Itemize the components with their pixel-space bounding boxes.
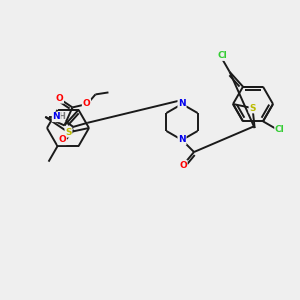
Text: H: H	[58, 112, 65, 122]
Text: S: S	[65, 128, 72, 137]
Text: O: O	[56, 94, 63, 103]
Text: N: N	[178, 136, 186, 145]
Text: O: O	[82, 99, 90, 108]
Text: N: N	[52, 112, 60, 122]
Text: O: O	[179, 160, 187, 169]
Text: Cl: Cl	[218, 51, 227, 60]
Text: O: O	[58, 135, 66, 144]
Text: S: S	[249, 104, 256, 113]
Text: N: N	[178, 100, 186, 109]
Text: Cl: Cl	[275, 125, 285, 134]
